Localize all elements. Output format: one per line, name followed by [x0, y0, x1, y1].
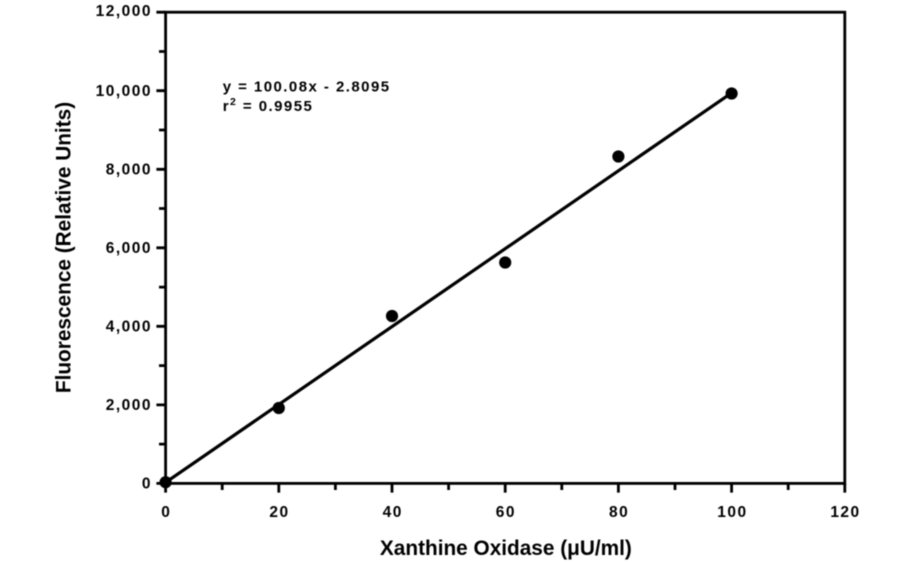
svg-text:80: 80	[609, 504, 629, 521]
svg-text:0: 0	[161, 504, 171, 521]
svg-text:10,000: 10,000	[96, 83, 152, 100]
svg-text:Xanthine Oxidase (μU/ml): Xanthine Oxidase (μU/ml)	[380, 537, 632, 560]
svg-text:y = 100.08x - 2.8095: y = 100.08x - 2.8095	[223, 79, 391, 96]
svg-text:r2 = 0.9955: r2 = 0.9955	[223, 96, 314, 115]
svg-text:60: 60	[496, 504, 516, 521]
svg-text:Fluorescence (Relative Units): Fluorescence (Relative Units)	[52, 102, 75, 393]
svg-text:40: 40	[383, 504, 403, 521]
svg-text:0: 0	[142, 476, 152, 493]
svg-text:8,000: 8,000	[106, 162, 152, 179]
svg-text:120: 120	[830, 504, 860, 521]
svg-text:100: 100	[717, 504, 747, 521]
svg-text:20: 20	[269, 504, 289, 521]
svg-text:4,000: 4,000	[106, 319, 152, 336]
svg-text:2,000: 2,000	[106, 397, 152, 414]
svg-text:6,000: 6,000	[106, 240, 152, 257]
svg-text:12,000: 12,000	[96, 3, 152, 20]
